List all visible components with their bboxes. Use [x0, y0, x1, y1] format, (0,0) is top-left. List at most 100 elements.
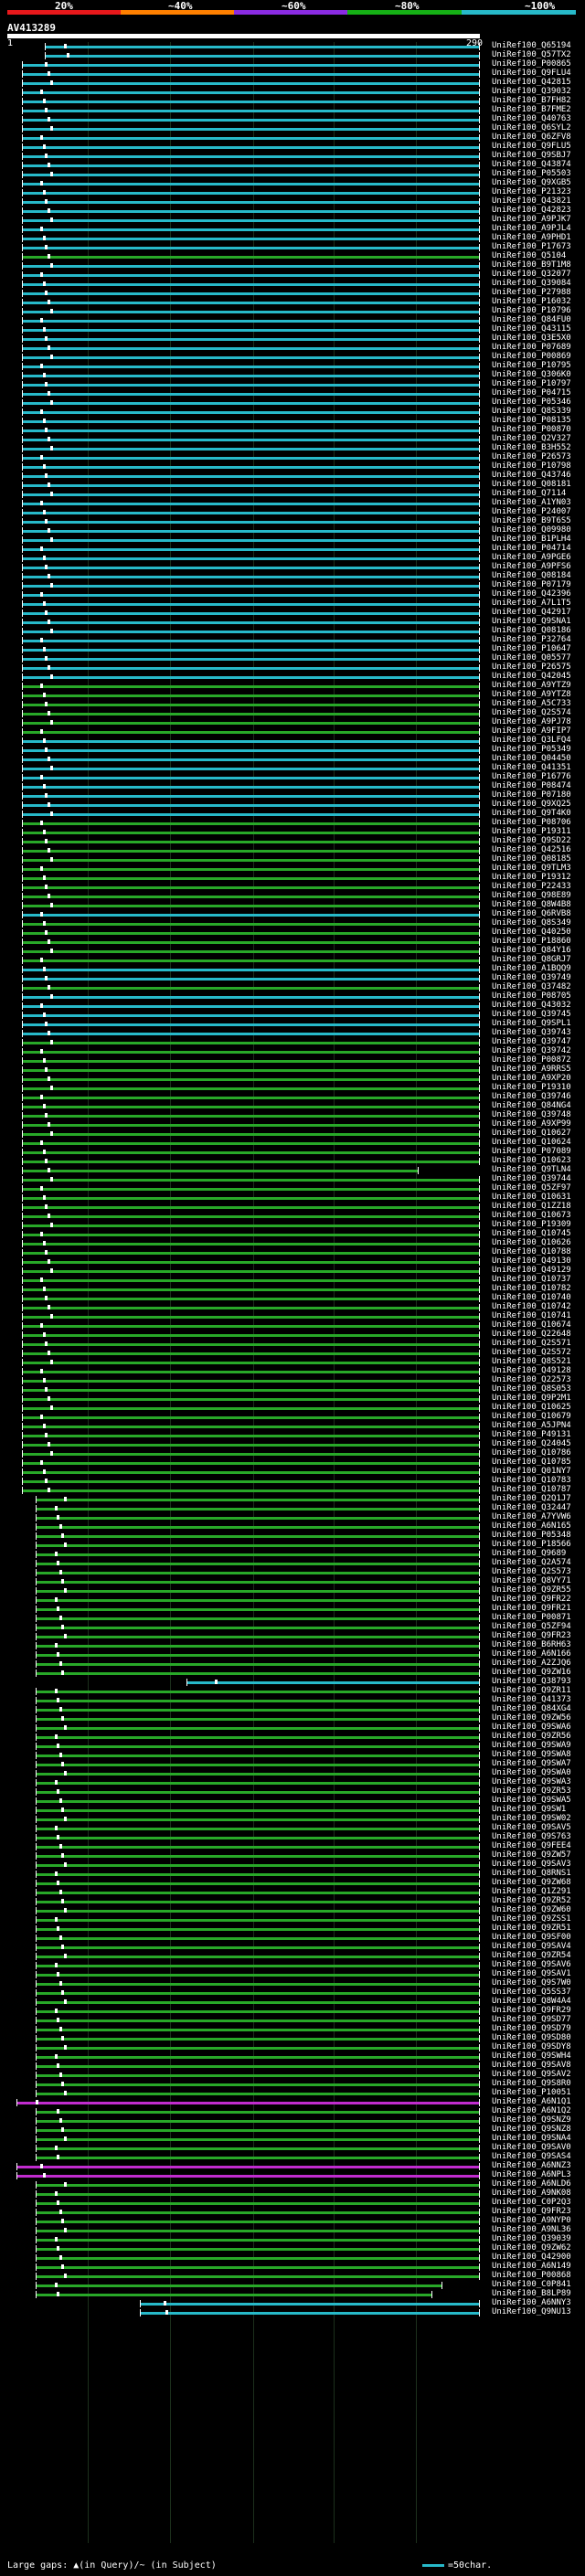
hit-row[interactable]: UniRef100_A6NNY3	[0, 2298, 585, 2308]
hit-row[interactable]: UniRef100_Q49129	[0, 1266, 585, 1276]
hit-row[interactable]: UniRef100_B8LP89	[0, 2289, 585, 2299]
hit-label[interactable]: UniRef100_Q9XQ25	[492, 800, 571, 809]
hit-row[interactable]: UniRef100_Q8S339	[0, 407, 585, 417]
hit-label[interactable]: UniRef100_Q08181	[492, 480, 571, 489]
hit-row[interactable]: UniRef100_P05503	[0, 169, 585, 179]
hit-label[interactable]: UniRef100_Q9SAV1	[492, 1969, 571, 1978]
hit-label[interactable]: UniRef100_Q3E5X0	[492, 334, 571, 343]
hit-row[interactable]: UniRef100_Q10737	[0, 1275, 585, 1285]
hit-label[interactable]: UniRef100_Q39742	[492, 1046, 571, 1055]
hit-label[interactable]: UniRef100_Q2V327	[492, 434, 571, 443]
hit-label[interactable]: UniRef100_Q9FR21	[492, 1604, 571, 1613]
hit-row[interactable]: UniRef100_A9PHD1	[0, 233, 585, 243]
hit-label[interactable]: UniRef100_Q8W4A4	[492, 1997, 571, 2006]
hit-row[interactable]: UniRef100_Q42045	[0, 672, 585, 682]
hit-label[interactable]: UniRef100_P16032	[492, 297, 571, 306]
hit-row[interactable]: UniRef100_Q10625	[0, 1403, 585, 1413]
hit-label[interactable]: UniRef100_Q2S571	[492, 1339, 571, 1348]
hit-row[interactable]: UniRef100_Q10624	[0, 1138, 585, 1148]
hit-row[interactable]: UniRef100_A6N149	[0, 2262, 585, 2272]
hit-row[interactable]: UniRef100_Q9XGB5	[0, 178, 585, 188]
hit-label[interactable]: UniRef100_A9PHD1	[492, 233, 571, 242]
hit-row[interactable]: UniRef100_Q9ZW68	[0, 1878, 585, 1888]
hit-row[interactable]: UniRef100_Q5ZF97	[0, 1183, 585, 1193]
hit-row[interactable]: UniRef100_Q1Z291	[0, 1887, 585, 1897]
hit-label[interactable]: UniRef100_Q9P2M1	[492, 1394, 571, 1403]
hit-label[interactable]: UniRef100_Q9ZW68	[492, 1878, 571, 1887]
hit-row[interactable]: UniRef100_Q43032	[0, 1001, 585, 1011]
hit-row[interactable]: UniRef100_Q9SD80	[0, 2033, 585, 2043]
hit-row[interactable]: UniRef100_Q9SDY8	[0, 2042, 585, 2052]
hit-label[interactable]: UniRef100_Q39748	[492, 1110, 571, 1119]
hit-row[interactable]: UniRef100_P10797	[0, 379, 585, 389]
hit-row[interactable]: UniRef100_A2ZJQ6	[0, 1659, 585, 1669]
hit-row[interactable]: UniRef100_Q6ZFV8	[0, 133, 585, 143]
hit-label[interactable]: UniRef100_A9YTZ9	[492, 681, 571, 690]
hit-row[interactable]: UniRef100_Q9SAV0	[0, 2143, 585, 2153]
hit-row[interactable]: UniRef100_Q9S763	[0, 1832, 585, 1842]
hit-label[interactable]: UniRef100_Q9ZW16	[492, 1668, 571, 1677]
hit-label[interactable]: UniRef100_Q9SAV6	[492, 1960, 571, 1969]
hit-label[interactable]: UniRef100_Q9FLU5	[492, 142, 571, 151]
hit-label[interactable]: UniRef100_Q9FR29	[492, 2006, 571, 2015]
hit-row[interactable]: UniRef100_Q5SS37	[0, 1988, 585, 1998]
hit-label[interactable]: UniRef100_Q10787	[492, 1485, 571, 1494]
hit-row[interactable]: UniRef100_P32764	[0, 635, 585, 645]
hit-row[interactable]: UniRef100_Q49128	[0, 1366, 585, 1376]
hit-label[interactable]: UniRef100_Q9SAV3	[492, 1860, 571, 1869]
hit-row[interactable]: UniRef100_P00869	[0, 352, 585, 362]
hit-label[interactable]: UniRef100_A6N165	[492, 1521, 571, 1531]
hit-row[interactable]: UniRef100_Q39748	[0, 1110, 585, 1120]
hit-row[interactable]: UniRef100_Q10745	[0, 1229, 585, 1239]
hit-row[interactable]: UniRef100_A5C733	[0, 699, 585, 709]
hit-row[interactable]: UniRef100_Q08185	[0, 854, 585, 864]
hit-label[interactable]: UniRef100_Q41373	[492, 1695, 571, 1704]
hit-label[interactable]: UniRef100_Q40763	[492, 114, 571, 123]
hit-row[interactable]: UniRef100_Q9FLU5	[0, 142, 585, 152]
hit-label[interactable]: UniRef100_P26573	[492, 452, 571, 461]
hit-row[interactable]: UniRef100_P26575	[0, 663, 585, 673]
hit-label[interactable]: UniRef100_Q84NG4	[492, 1101, 571, 1110]
hit-row[interactable]: UniRef100_Q10787	[0, 1485, 585, 1495]
hit-row[interactable]: UniRef100_Q9ZSS1	[0, 1914, 585, 1924]
hit-label[interactable]: UniRef100_Q9ZW60	[492, 1905, 571, 1914]
hit-row[interactable]: UniRef100_Q09980	[0, 525, 585, 535]
hit-label[interactable]: UniRef100_Q9SWA7	[492, 1759, 571, 1768]
hit-row[interactable]: UniRef100_Q10631	[0, 1193, 585, 1203]
hit-label[interactable]: UniRef100_Q9SWA8	[492, 1750, 571, 1759]
hit-label[interactable]: UniRef100_Q32447	[492, 1503, 571, 1512]
hit-label[interactable]: UniRef100_Q8VY71	[492, 1576, 571, 1585]
hit-label[interactable]: UniRef100_Q3LFQ4	[492, 736, 571, 745]
hit-row[interactable]: UniRef100_Q9FR23	[0, 2207, 585, 2217]
hit-row[interactable]: UniRef100_A6N1Q1	[0, 2097, 585, 2107]
hit-label[interactable]: UniRef100_C0P2Q3	[492, 2198, 571, 2207]
hit-label[interactable]: UniRef100_P10051	[492, 2088, 571, 2097]
hit-label[interactable]: UniRef100_Q2S572	[492, 1348, 571, 1357]
hit-label[interactable]: UniRef100_Q08186	[492, 626, 571, 635]
hit-label[interactable]: UniRef100_Q8S339	[492, 407, 571, 416]
hit-row[interactable]: UniRef100_B7FH82	[0, 96, 585, 106]
hit-label[interactable]: UniRef100_A1YN03	[492, 498, 571, 507]
hit-row[interactable]: UniRef100_Q10626	[0, 1238, 585, 1248]
hit-label[interactable]: UniRef100_B7FME2	[492, 105, 571, 114]
hit-row[interactable]: UniRef100_Q39032	[0, 87, 585, 97]
hit-row[interactable]: UniRef100_Q9FEE4	[0, 1841, 585, 1851]
hit-row[interactable]: UniRef100_Q8S053	[0, 1384, 585, 1394]
hit-row[interactable]: UniRef100_Q10679	[0, 1412, 585, 1422]
hit-row[interactable]: UniRef100_Q10783	[0, 1476, 585, 1486]
hit-label[interactable]: UniRef100_Q9SD79	[492, 2024, 571, 2033]
hit-row[interactable]: UniRef100_Q10785	[0, 1458, 585, 1468]
hit-label[interactable]: UniRef100_Q7114	[492, 489, 567, 498]
hit-row[interactable]: UniRef100_P21323	[0, 187, 585, 197]
hit-row[interactable]: UniRef100_A9FIP7	[0, 726, 585, 737]
hit-row[interactable]: UniRef100_A9PJL4	[0, 224, 585, 234]
hit-row[interactable]: UniRef100_Q32447	[0, 1503, 585, 1513]
hit-label[interactable]: UniRef100_Q2S573	[492, 1567, 571, 1576]
hit-row[interactable]: UniRef100_Q9SF00	[0, 1933, 585, 1943]
hit-row[interactable]: UniRef100_A5JPN4	[0, 1421, 585, 1431]
hit-label[interactable]: UniRef100_P00870	[492, 425, 571, 434]
hit-label[interactable]: UniRef100_P00868	[492, 2271, 571, 2280]
hit-row[interactable]: UniRef100_Q10788	[0, 1247, 585, 1257]
hit-label[interactable]: UniRef100_A9NYP0	[492, 2216, 571, 2225]
hit-row[interactable]: UniRef100_P07089	[0, 1147, 585, 1157]
